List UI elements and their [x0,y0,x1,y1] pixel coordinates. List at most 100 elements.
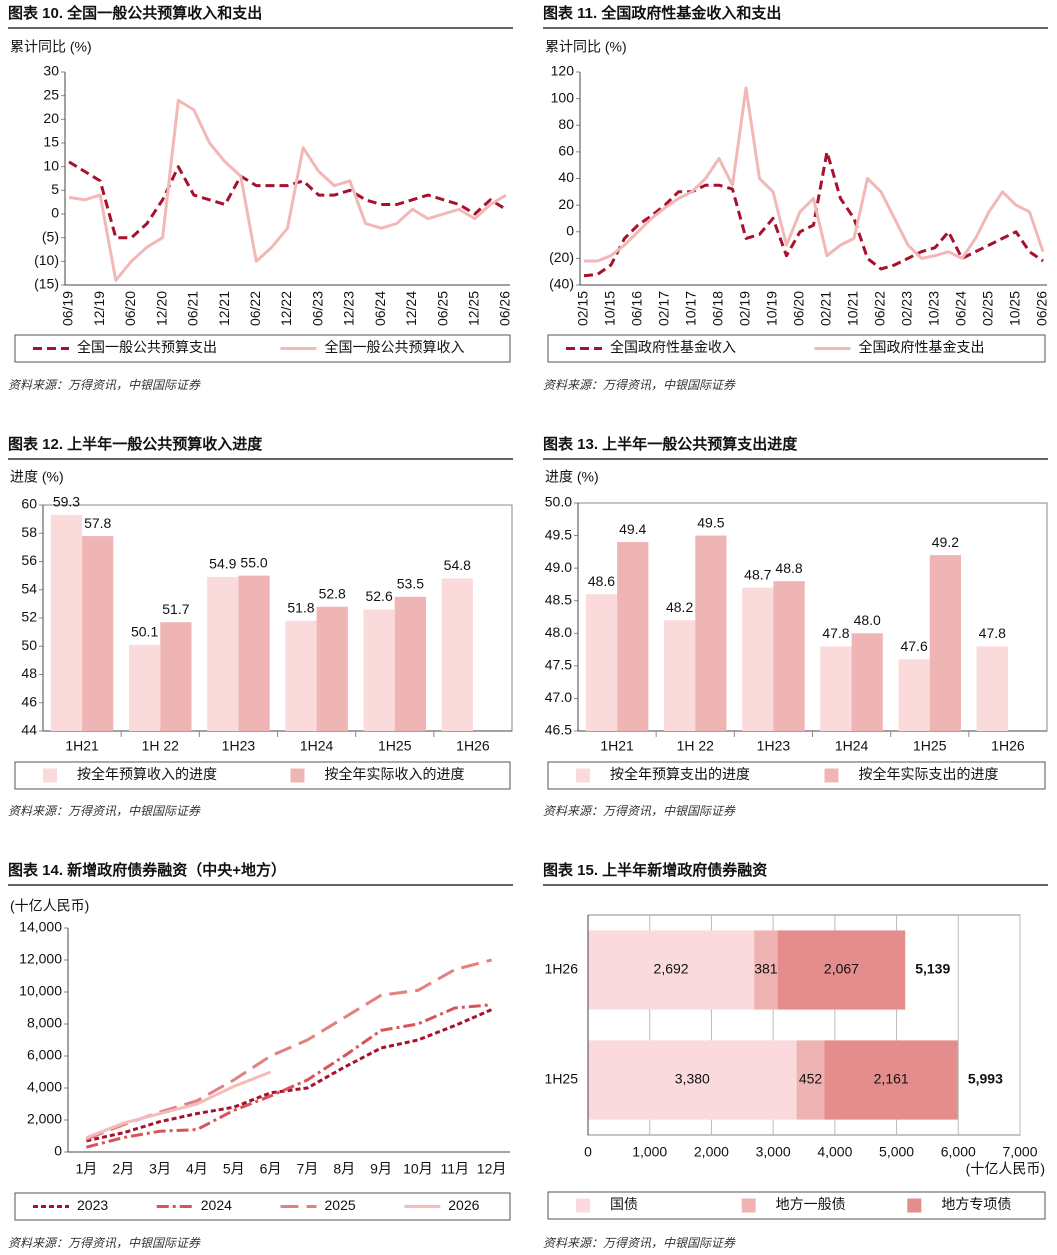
bar-value-label: 48.8 [775,560,802,576]
y-tick-label: 100 [551,89,575,105]
legend-label: 2023 [77,1197,108,1213]
y-tick-label: 15 [43,134,59,150]
legend-swatch [576,768,590,783]
y-tick-label: (5) [42,228,59,244]
total-label: 5,993 [968,1071,1003,1087]
bar-value-label: 3,380 [675,1071,710,1087]
y-tick-label: 49.5 [545,526,572,542]
bar-value-label: 57.8 [84,515,111,531]
legend-label: 按全年预算支出的进度 [610,766,750,782]
bar [363,609,395,731]
x-tick-label: 12/24 [403,291,419,326]
x-tick-label: 1H 22 [142,738,180,754]
series-line [583,150,1044,278]
x-tick-label: 06/24 [372,291,388,326]
x-tick-label: 3月 [149,1161,171,1177]
bar-value-label: 52.8 [319,585,346,601]
y-tick-label: 5 [51,181,59,197]
bar [929,555,962,731]
bar-value-label: 48.6 [588,573,615,589]
bar-value-label: 52.6 [365,588,392,604]
series-line [584,86,1045,263]
legend-swatch [907,1198,922,1213]
bar [617,542,649,731]
x-tick-label: 06/20 [122,291,138,326]
bar-segment [777,930,906,1010]
x-tick-label: 06/22 [247,291,263,326]
bar [82,536,114,731]
y-tick-label: (40) [549,276,574,292]
x-tick-label: 11月 [440,1161,469,1177]
y-tick-label: 0 [51,205,59,221]
x-tick-label: 06/21 [185,291,201,326]
x-tick-label: 06/24 [953,291,969,326]
bar [585,594,618,731]
bar [160,622,192,731]
bar-value-label: 2,161 [874,1071,909,1087]
x-tick-label: 12/19 [91,291,107,326]
legend-label: 地方专项债 [941,1196,1011,1212]
chart-title: 图表 11. 全国政府性基金收入和支出 [543,4,781,22]
y-tick-label: 40 [558,169,574,185]
x-tick-label: 1,000 [632,1144,667,1160]
legend-box [14,1192,511,1221]
x-tick-label: 3,000 [756,1144,791,1160]
series-line [85,958,492,1141]
legend-swatch [576,1198,590,1213]
bar [128,644,161,731]
bar [695,535,727,731]
y-tick-label: 1H26 [545,961,579,977]
x-tick-label: 9月 [370,1161,392,1177]
bar [316,606,348,731]
x-tick-label: 06/23 [309,291,325,326]
x-tick-label: 10月 [403,1161,433,1177]
x-tick-label: 10/15 [602,291,618,326]
bar-segment [824,1040,958,1120]
y-tick-label: 48 [21,665,37,681]
chart-title: 图表 13. 上半年一般公共预算支出进度 [543,435,798,453]
bar-value-label: 452 [799,1071,823,1087]
x-tick-label: 12/25 [465,291,481,326]
bar [50,514,83,731]
x-tick-label: 1H21 [65,738,99,754]
bar [898,659,930,731]
legend-label: 按全年预算收入的进度 [77,766,217,782]
x-tick-label: 10/21 [845,291,861,326]
x-tick-label: 6,000 [941,1144,976,1160]
x-tick-label: 4月 [186,1161,208,1177]
y-tick-label: 20 [558,196,574,212]
bar [773,581,805,731]
x-tick-label: 12/21 [216,291,232,326]
legend-label: 2025 [325,1197,356,1213]
x-tick-label: 1H23 [757,738,791,754]
y-tick-label: 30 [43,63,59,79]
x-tick-label: 02/23 [899,291,915,326]
x-tick-label: 1H26 [456,738,490,754]
x-tick-label: 12月 [477,1161,507,1177]
y-tick-label: 12,000 [19,951,62,967]
y-tick-label: 8,000 [27,1015,62,1031]
y-tick-label: 46 [21,693,37,709]
y-tick-label: 120 [551,63,575,79]
bar-value-label: 47.8 [822,625,849,641]
x-tick-label: 12/22 [278,291,294,326]
legend-swatch [43,768,57,783]
legend-label: 全国一般公共预算支出 [77,339,217,355]
x-tick-label: 7月 [297,1161,319,1177]
y-tick-label: 46.5 [545,722,572,738]
x-tick-label: 10/19 [764,291,780,326]
legend-box [547,1191,1046,1220]
legend-label: 地方一般债 [776,1196,846,1212]
bar-value-label: 2,067 [824,961,859,977]
y-tick-label: 60 [558,143,574,159]
x-axis-label: (十亿人民币) [966,1161,1045,1177]
x-tick-label: 7,000 [1002,1144,1037,1160]
y-tick-label: 20 [43,110,59,126]
series-line [85,1070,272,1139]
x-tick-label: 1H23 [222,738,256,754]
bar-segment [588,1040,797,1120]
series-line [86,1003,492,1149]
bar-value-label: 47.6 [900,638,927,654]
